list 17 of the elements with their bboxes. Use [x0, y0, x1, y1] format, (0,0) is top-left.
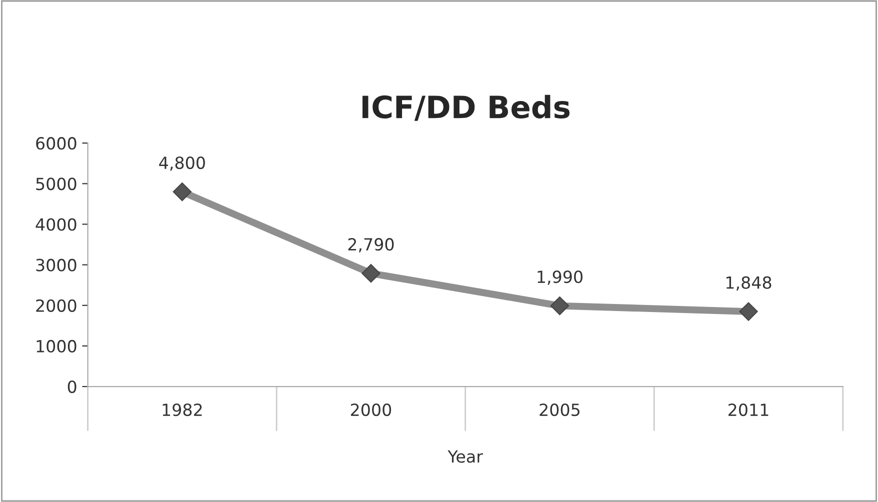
x-tick-label: 2011	[728, 404, 768, 416]
x-axis-title: Year	[448, 450, 483, 463]
y-tick-label: 2000	[36, 299, 76, 312]
data-label: 4,800	[159, 156, 205, 171]
x-tick-label: 2000	[350, 404, 392, 416]
y-tick-label: 4000	[36, 218, 76, 231]
data-label: 2,790	[348, 238, 394, 252]
y-tick-label: 1000	[36, 340, 76, 353]
y-tick-label: 5000	[36, 178, 76, 190]
y-tick-label: 3000	[36, 258, 76, 272]
chart-title: ICF/DD Beds	[362, 94, 570, 121]
data-label: 1,848	[726, 276, 772, 291]
y-tick-label: 0	[68, 380, 76, 394]
data-label: 1,990	[538, 270, 582, 285]
x-tick-label: 2005	[540, 404, 580, 416]
x-tick-label: 1982	[162, 404, 202, 416]
y-tick-label: 6000	[36, 137, 76, 150]
